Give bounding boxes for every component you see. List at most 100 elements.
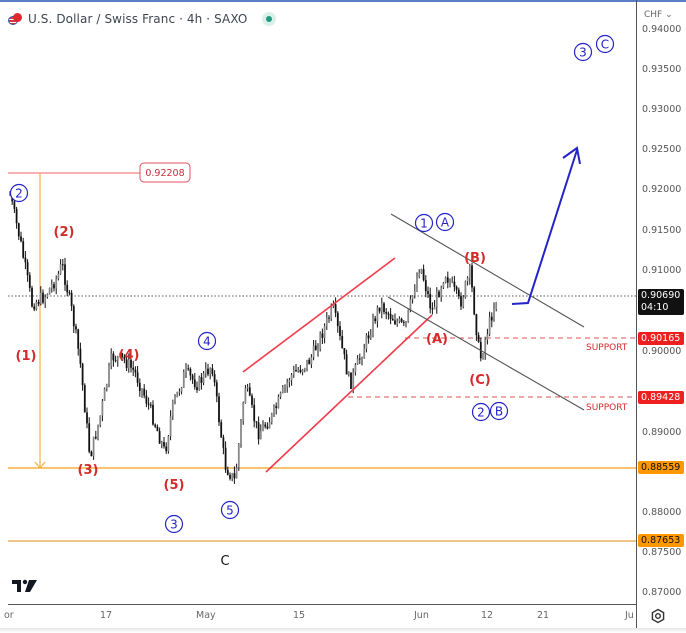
price-tick-label: 0.89000	[642, 427, 682, 438]
candle-body	[178, 391, 181, 393]
candle-body	[306, 359, 308, 369]
wave-b-label-circle	[489, 401, 509, 421]
candle-body	[248, 387, 251, 396]
price-tick-label: 0.90000	[642, 346, 682, 357]
candle-body	[356, 358, 359, 365]
wave-5-label-circle	[220, 500, 240, 520]
candle-body	[101, 401, 104, 416]
candle-body	[262, 424, 264, 431]
wave-c-circle-label: C	[601, 38, 609, 52]
candle-body	[160, 442, 163, 444]
candle-body	[310, 357, 313, 365]
wave-c-paren-label: (C)	[469, 373, 490, 388]
candle-body	[341, 335, 344, 349]
candle-body	[86, 412, 88, 424]
candle-body	[246, 387, 249, 389]
measure-arrow-icon	[34, 461, 46, 469]
candle-body	[141, 388, 143, 392]
candle-body	[66, 284, 69, 293]
candle-body	[330, 306, 333, 319]
candle-body	[75, 326, 77, 330]
candle-body	[281, 387, 284, 393]
candle-body	[46, 294, 49, 298]
candle-body	[130, 359, 132, 368]
candle-body	[484, 339, 487, 355]
candle-body	[475, 314, 478, 336]
candle-body	[286, 382, 289, 387]
candle-body	[464, 281, 467, 298]
candle-body	[385, 311, 388, 314]
candle-body	[350, 372, 352, 389]
candle-body	[376, 307, 379, 322]
candle-body	[431, 308, 434, 310]
candle-body	[323, 326, 326, 338]
wave-c-black-label: C	[220, 554, 229, 569]
projection-arrow	[511, 149, 578, 305]
candle-body	[405, 321, 407, 323]
candle-body	[169, 416, 172, 437]
candle-body	[110, 353, 113, 367]
currency-selector[interactable]: CHF ⌄	[644, 10, 673, 20]
candle-body	[361, 358, 363, 360]
candle-body	[176, 391, 179, 397]
candle-body	[488, 316, 491, 335]
candle-body	[460, 296, 462, 307]
price-tick-label: 0.91000	[642, 265, 682, 276]
tradingview-logo-icon[interactable]	[12, 578, 42, 594]
symbol-title: U.S. Dollar / Swiss Franc · 4h · SAXO	[28, 12, 248, 26]
candle-body	[9, 195, 11, 197]
wave-5-paren-label: (5)	[164, 478, 185, 493]
current-price-value: 0.90690	[641, 290, 681, 301]
candle-body	[147, 403, 150, 405]
top-border	[0, 0, 686, 2]
candle-body	[433, 306, 436, 310]
market-status-icon	[262, 12, 277, 26]
candle-body	[244, 388, 247, 404]
wave-2b-label: 2	[477, 406, 485, 420]
candle-body	[26, 262, 29, 276]
rising-channel-lower	[265, 314, 433, 473]
candle-body	[191, 375, 194, 380]
candle-body	[297, 369, 300, 372]
bar-countdown: 04:10	[641, 302, 669, 313]
candle-body	[435, 291, 438, 307]
candle-body	[319, 333, 322, 349]
price-tick-label: 0.88000	[642, 507, 682, 518]
candle-body	[383, 303, 385, 312]
candle-body	[292, 370, 295, 375]
candle-body	[444, 277, 447, 283]
candle-body	[391, 318, 394, 321]
candle-body	[367, 335, 370, 339]
candle-body	[400, 318, 403, 322]
candle-body	[468, 265, 471, 279]
time-tick-label: 17	[100, 610, 113, 621]
wave-5-label: 5	[226, 504, 234, 518]
symbol-header[interactable]: U.S. Dollar / Swiss Franc · 4h · SAXO	[8, 10, 277, 28]
candle-body	[416, 276, 418, 291]
candle-body	[79, 348, 82, 364]
candle-body	[449, 282, 451, 284]
candle-body	[50, 284, 53, 289]
candle-body	[90, 451, 93, 457]
candle-body	[422, 269, 425, 281]
wave-3c-label: 3	[579, 46, 587, 60]
usd-chf-flag-icon	[8, 12, 23, 26]
candle-body	[33, 306, 36, 310]
candle-body	[13, 201, 16, 209]
candle-body	[145, 395, 148, 404]
wave-1-label: 1	[420, 217, 428, 231]
candle-body	[365, 335, 368, 349]
candle-body	[270, 413, 273, 423]
settings-gear-icon[interactable]	[650, 608, 666, 624]
candle-body	[70, 292, 73, 307]
wave-a-label-circle	[435, 212, 455, 232]
price-axis-divider	[636, 0, 637, 633]
time-axis-divider	[8, 604, 636, 605]
candle-body	[268, 422, 271, 429]
candle-body	[193, 379, 196, 388]
candle-body	[264, 424, 267, 427]
wave-2-label: 2	[15, 187, 23, 201]
candle-body	[378, 307, 381, 312]
candle-body	[94, 436, 97, 439]
